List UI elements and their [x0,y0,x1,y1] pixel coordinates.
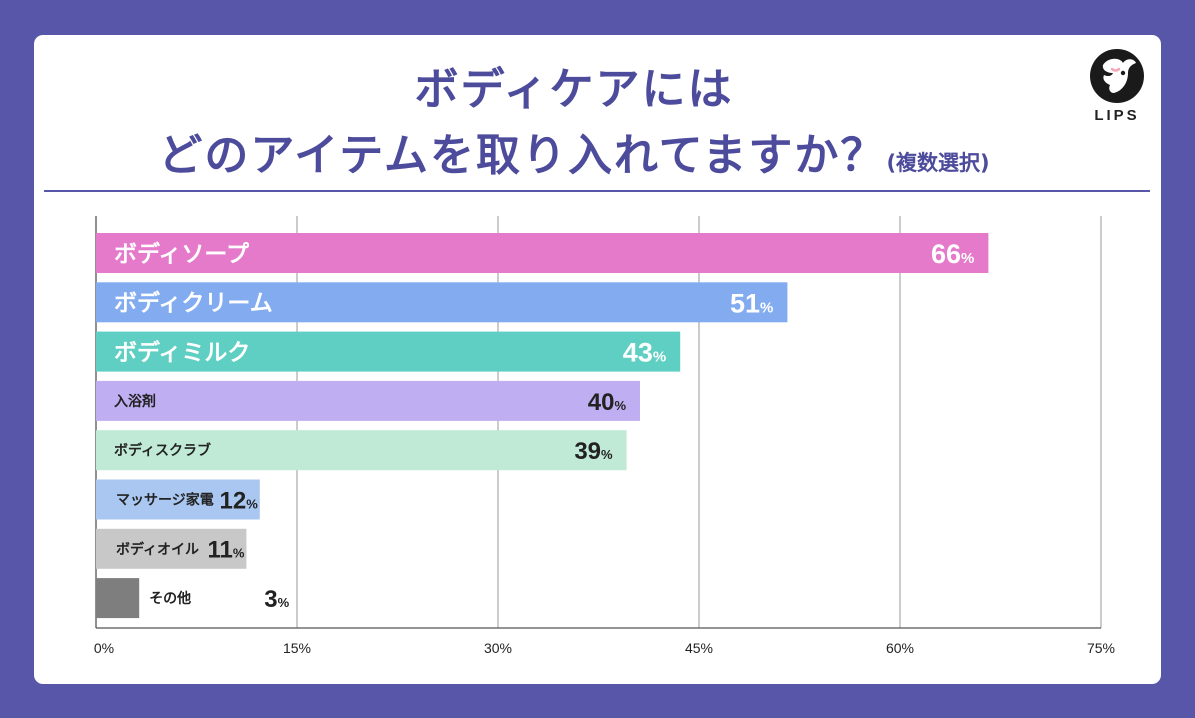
bar-category-label: ボディクリーム [114,290,273,317]
bar [96,380,640,421]
title-line-2-text: どのアイテムを取り入れてますか？ [158,130,887,181]
bar-category-label: マッサージ家電 [116,492,214,509]
lips-deer-icon [1090,49,1144,103]
title-line-1: ボディケアには [414,64,734,115]
x-tick-label: 60% [886,640,914,656]
bar-category-label: ボディミルク [114,339,250,366]
bar-value-label: 43% [623,338,666,368]
title-note: (複数選択) [886,151,990,175]
lips-logo: LIPS [1087,49,1147,131]
bar-category-label: ボディオイル [116,541,199,558]
bar-category-label: ボディソープ [114,240,250,267]
x-tick-label: 0% [94,640,114,656]
x-tick-label: 75% [1087,640,1115,656]
bar [96,528,247,569]
bar-value-label: 11% [207,537,244,564]
bar-value-label: 66% [931,239,974,269]
bar-value-label: 51% [730,288,773,318]
bar-value-label: 40% [588,389,627,416]
title-divider [44,190,1150,192]
x-tick-label: 30% [484,640,512,656]
bar-value-label: 3% [264,586,289,613]
x-tick-label: 15% [283,640,311,656]
bar [96,282,788,323]
bar-value-label: 39% [574,438,613,465]
bar [96,479,260,520]
bar [96,233,989,273]
lips-logo-text: LIPS [1094,107,1140,124]
bar [96,331,681,372]
bar-category-label: 入浴剤 [114,393,156,410]
bar [96,430,627,471]
bar-category-label: その他 [149,590,191,607]
bar-category-label: ボディスクラブ [114,442,211,459]
title-line-2: どのアイテムを取り入れてますか？(複数選択) [34,119,1114,183]
bar-value-label: 12% [220,487,259,514]
x-tick-label: 45% [685,640,713,656]
bar [96,578,140,619]
